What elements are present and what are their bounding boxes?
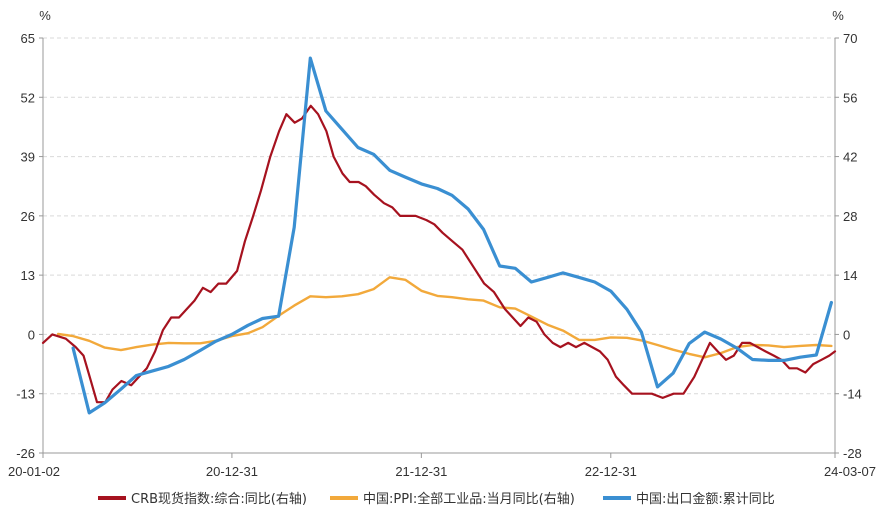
left-tick-label: 13 xyxy=(21,268,35,283)
left-axis-unit: % xyxy=(39,8,51,23)
right-axis-unit: % xyxy=(832,8,844,23)
left-tick-label: -13 xyxy=(16,387,35,402)
axes: % % -26 -13 0 13 26 39 52 65 -28 -14 0 14 28 42 56 70 20… xyxy=(8,8,876,479)
right-tick-label: -14 xyxy=(843,387,862,402)
left-tick-label: 0 xyxy=(28,327,35,342)
legend-label: CRB现货指数:综合:同比(右轴) xyxy=(131,491,307,507)
legend: CRB现货指数:综合:同比(右轴) 中国:PPI:全部工业品:当月同比(右轴) 中国… xyxy=(98,491,775,507)
series-layer xyxy=(41,56,837,415)
right-tick-label: 28 xyxy=(843,209,857,224)
series-line-1 xyxy=(56,276,833,359)
right-tick-label: 42 xyxy=(843,150,857,165)
x-tick-label: 21-12-31 xyxy=(395,464,447,479)
left-tick-label: -26 xyxy=(16,446,35,461)
right-tick-label: -28 xyxy=(843,446,862,461)
gridlines xyxy=(43,37,835,395)
series-line-2 xyxy=(71,56,833,415)
left-tick-label: 65 xyxy=(21,31,35,46)
right-tick-label: 56 xyxy=(843,90,857,105)
right-tick-label: 70 xyxy=(843,31,857,46)
x-tick-label: 24-03-07 xyxy=(824,464,876,479)
legend-label: 中国:PPI:全部工业品:当月同比(右轴) xyxy=(363,491,575,507)
x-tick-label: 20-12-31 xyxy=(206,464,258,479)
x-tick-label: 22-12-31 xyxy=(585,464,637,479)
left-tick-label: 26 xyxy=(21,209,35,224)
right-tick-label: 14 xyxy=(843,268,857,283)
left-tick-label: 52 xyxy=(21,90,35,105)
right-tick-label: 0 xyxy=(843,327,850,342)
series-line-0 xyxy=(41,104,837,404)
x-tick-label: 20-01-02 xyxy=(8,464,60,479)
left-tick-label: 39 xyxy=(21,150,35,165)
legend-label: 中国:出口金额:累计同比 xyxy=(636,491,775,507)
